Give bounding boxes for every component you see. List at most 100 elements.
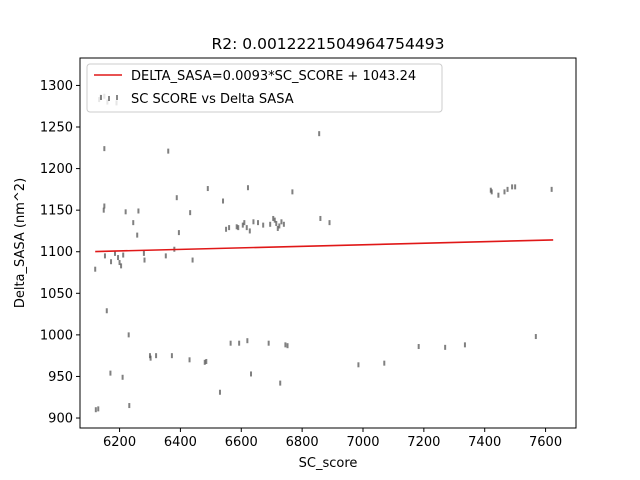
x-axis-label: SC_score [299,456,358,471]
scatter-point [229,340,232,346]
scatter-point [319,215,322,221]
scatter-point [167,148,170,154]
scatter-point [497,192,500,198]
scatter-point [490,189,493,195]
scatter-point [237,225,240,231]
scatter-point [142,250,145,256]
y-tick-label: 900 [48,412,73,427]
scatter-point [550,186,553,192]
scatter-point [257,220,260,226]
y-axis-ticks: 900 950 1000 1050 1100 1150 1200 1250 1300 [40,79,80,427]
scatter-point [117,255,120,261]
y-tick-label: 950 [48,370,73,385]
scatter-point [245,225,248,231]
scatter-point [103,203,106,209]
scatter-point [328,220,331,226]
legend-entry-scatter: SC SCORE vs Delta SASA [131,92,294,107]
scatter-point [275,220,278,226]
y-tick-label: 1300 [40,79,73,94]
scatter-point [189,210,192,216]
scatter-point [218,389,221,395]
x-tick-label: 6400 [164,435,197,450]
scatter-point [121,374,124,380]
scatter-point [222,198,225,204]
scatter-point [273,217,276,223]
scatter-point [105,308,108,314]
scatter-point [235,224,238,230]
scatter-point [94,407,97,413]
scatter-point [177,230,180,236]
y-tick-label: 1150 [40,204,73,219]
x-tick-label: 6200 [103,435,136,450]
scatter-point [417,344,420,350]
scatter-point [164,253,167,259]
scatter-point [206,186,209,192]
scatter-point [278,223,281,229]
scatter-point [136,232,139,238]
scatter-point [267,340,270,346]
x-tick-label: 7000 [346,435,379,450]
scatter-point [246,338,249,344]
scatter-point [250,371,253,377]
scatter-point [143,257,146,263]
scatter-point [120,263,123,269]
y-tick-label: 1050 [40,287,73,302]
scatter-point [503,189,506,195]
scatter-point [170,353,173,359]
plot-area [94,93,554,413]
scatter-point [506,186,509,192]
scatter-point [103,146,106,152]
scatter-point [272,215,275,221]
chart-title: R2: 0.0012221504964754493 [212,35,445,53]
scatter-point [110,259,113,265]
scatter-point [113,250,116,256]
scatter-point [128,403,131,409]
scatter-point [463,342,466,348]
legend-entry-fit-line: DELTA_SASA=0.0093*SC_SCORE + 1043.24 [131,69,416,84]
scatter-point [269,221,272,227]
scatter-point [291,189,294,195]
scatter-point [103,253,106,259]
scatter-point [124,209,127,215]
scatter-point [238,340,241,346]
scatter-point [383,360,386,366]
x-tick-label: 6800 [286,435,319,450]
scatter-point [191,257,194,263]
y-tick-label: 1100 [40,245,73,260]
scatter-point [241,222,244,228]
scatter-point [137,208,140,214]
scatter-point [444,344,447,350]
scatter-point [155,353,158,359]
x-tick-label: 6600 [225,435,258,450]
scatter-point [276,225,279,231]
scatter-point [149,355,152,361]
scatter-point [284,342,287,348]
legend: DELTA_SASA=0.0093*SC_SCORE + 1043.24 SC … [86,63,443,113]
scatter-point [205,358,208,364]
scatter-point [318,131,321,137]
scatter-point [246,185,249,191]
scatter-point [248,228,251,234]
scatter-point [94,266,97,272]
scatter-point [102,207,105,213]
scatter-point [280,219,283,225]
scatter-point [132,220,135,226]
scatter-point [534,334,537,340]
scatter-point [122,252,125,258]
scatter-point [282,221,285,227]
scatter-point [357,362,360,368]
y-tick-label: 1200 [40,162,73,177]
scatter-point [262,222,265,228]
x-axis-ticks: 6200 6400 6600 6800 7000 7200 7400 7600 [103,428,562,450]
scatter-point [511,184,514,190]
y-axis-label: Delta_SASA (nm^2) [13,178,28,308]
scatter-point [127,332,130,338]
x-tick-label: 7200 [407,435,440,450]
x-tick-label: 7600 [529,435,562,450]
x-tick-label: 7400 [468,435,501,450]
legend-scatter-swatch [100,95,118,101]
plot-frame [79,57,577,429]
scatter-point [188,357,191,363]
scatter-point [203,359,206,365]
